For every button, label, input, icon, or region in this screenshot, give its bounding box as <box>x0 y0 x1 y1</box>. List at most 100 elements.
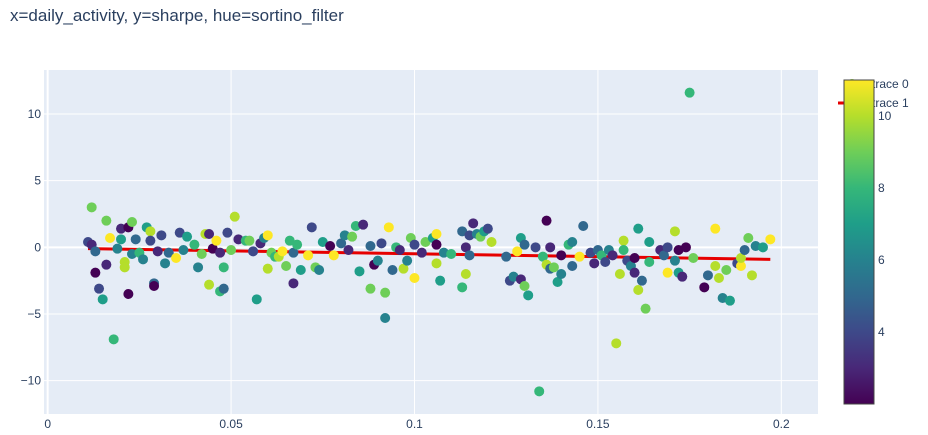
data-point <box>145 226 156 237</box>
data-point <box>123 289 134 299</box>
data-point <box>288 278 299 289</box>
y-tick-label: −10 <box>21 374 42 388</box>
data-point <box>724 295 735 306</box>
data-point <box>86 202 97 213</box>
y-tick-label: 10 <box>28 107 42 121</box>
data-point <box>669 226 680 237</box>
data-point <box>633 223 644 234</box>
data-point <box>229 211 240 222</box>
data-point <box>372 255 383 266</box>
data-point <box>251 294 262 305</box>
data-point <box>149 281 160 291</box>
data-point <box>295 265 306 275</box>
data-point <box>460 269 471 279</box>
data-point <box>669 255 680 266</box>
data-point <box>519 281 530 291</box>
data-point <box>409 273 420 283</box>
colorbar-tick-label: 10 <box>878 109 892 123</box>
colorbar-tick-label: 6 <box>878 253 885 267</box>
data-point <box>457 226 468 237</box>
data-point <box>292 239 303 250</box>
data-point <box>552 277 563 287</box>
data-point <box>457 282 468 293</box>
data-point <box>409 239 420 250</box>
x-tick-label: 0.1 <box>406 417 423 431</box>
data-point <box>680 242 691 253</box>
data-point <box>215 247 226 258</box>
data-point <box>130 234 141 245</box>
data-point <box>398 263 409 274</box>
data-point <box>618 245 629 255</box>
data-point <box>420 237 431 247</box>
data-point <box>548 262 559 273</box>
y-tick-label: 0 <box>34 240 41 254</box>
data-point <box>204 229 215 239</box>
data-point <box>746 270 757 281</box>
data-point <box>101 259 112 270</box>
data-point <box>376 238 387 249</box>
data-point <box>537 251 548 262</box>
legend-label-trace-1: trace 1 <box>872 96 909 110</box>
data-point <box>658 250 669 261</box>
data-point <box>193 262 204 273</box>
data-point <box>710 261 721 271</box>
data-point <box>277 246 288 257</box>
data-point <box>578 221 589 231</box>
data-point <box>677 271 688 282</box>
colorbar: 4 6 8 10 <box>843 79 892 405</box>
colorbar-tick-label: 4 <box>878 325 885 339</box>
x-tick-label: 0.05 <box>219 417 243 431</box>
data-point <box>365 283 376 294</box>
data-point <box>464 250 475 261</box>
data-point <box>317 237 328 247</box>
data-point <box>735 261 746 271</box>
data-point <box>248 246 259 257</box>
data-point <box>699 282 710 293</box>
data-point <box>218 262 229 273</box>
colorbar-gradient <box>843 79 875 405</box>
data-point <box>556 250 567 261</box>
data-point <box>713 273 724 283</box>
data-point <box>156 230 167 241</box>
y-tick-label: −5 <box>27 307 41 321</box>
data-point <box>482 223 493 234</box>
data-point <box>343 245 354 255</box>
data-point <box>105 233 116 243</box>
x-axis: 0 0.05 0.1 0.15 0.2 <box>44 417 790 431</box>
data-point <box>314 265 325 275</box>
data-point <box>116 234 127 245</box>
data-point <box>402 255 413 266</box>
data-point <box>541 215 552 226</box>
data-point <box>383 222 394 233</box>
data-point <box>607 250 618 261</box>
data-point <box>90 246 101 257</box>
data-point <box>171 253 182 263</box>
data-point <box>94 283 105 294</box>
legend-label-trace-0: trace 0 <box>872 77 909 91</box>
data-point <box>662 267 673 278</box>
data-point <box>336 238 347 249</box>
data-point <box>358 219 369 230</box>
data-point <box>600 257 611 267</box>
data-point <box>387 265 398 275</box>
data-point <box>662 242 673 253</box>
data-point <box>567 237 578 247</box>
data-point <box>244 235 255 246</box>
data-point <box>460 242 471 253</box>
data-point <box>446 249 457 259</box>
data-point <box>211 235 222 246</box>
data-point <box>431 239 442 250</box>
chart-title: x=daily_activity, y=sharpe, hue=sortino_… <box>10 6 344 25</box>
data-point <box>589 258 600 269</box>
data-point <box>365 241 376 251</box>
data-point <box>735 253 746 263</box>
data-point <box>530 242 541 253</box>
data-point <box>644 237 655 247</box>
data-point <box>204 279 215 290</box>
data-point <box>556 269 567 279</box>
data-point <box>644 257 655 267</box>
data-point <box>721 265 732 275</box>
x-tick-label: 0.2 <box>773 417 790 431</box>
scatter-points <box>83 87 776 397</box>
data-point <box>416 247 427 258</box>
